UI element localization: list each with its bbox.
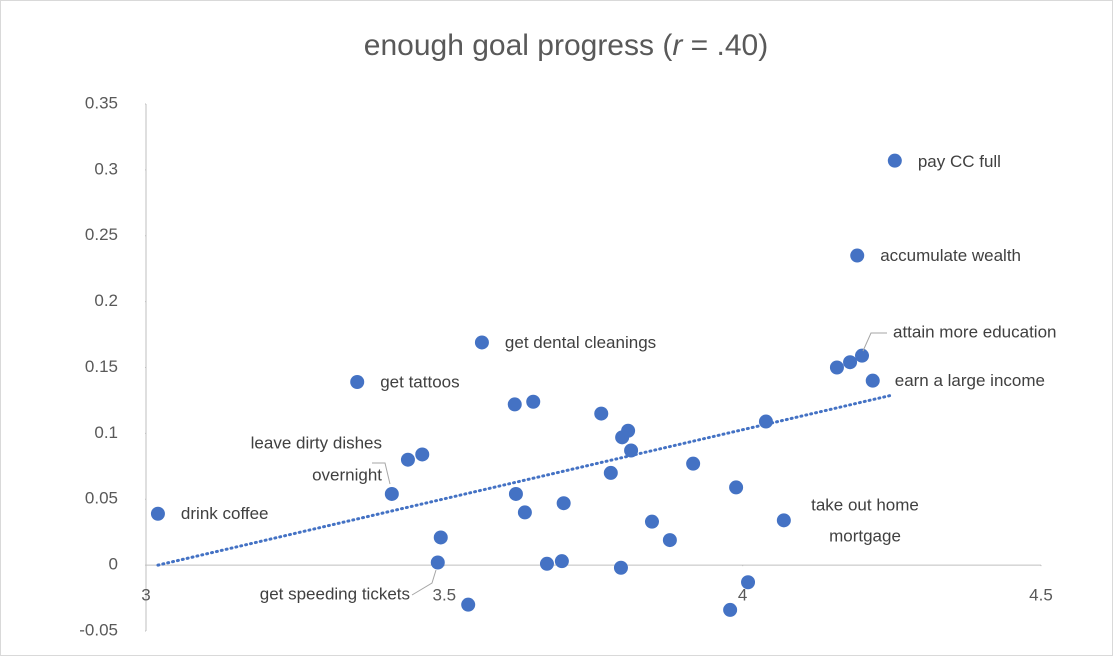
title-part: = .40) xyxy=(682,29,768,62)
y-tick-label: 0.35 xyxy=(85,93,118,112)
title-part: enough goal progress ( xyxy=(364,29,673,62)
leader-line xyxy=(411,569,437,596)
point xyxy=(662,533,677,548)
data-label: attain more education xyxy=(893,322,1057,341)
point xyxy=(474,335,489,350)
data-label: take out home xyxy=(811,495,919,514)
point xyxy=(865,373,880,388)
point xyxy=(776,513,791,528)
point xyxy=(829,360,844,375)
point xyxy=(384,486,399,501)
y-tick-label: 0.05 xyxy=(85,489,118,508)
point xyxy=(850,248,865,263)
point xyxy=(415,447,430,462)
x-tick-label: 3 xyxy=(141,586,150,605)
data-label: get tattoos xyxy=(380,372,459,391)
point xyxy=(729,480,744,495)
point xyxy=(556,496,571,511)
data-label: drink coffee xyxy=(181,504,269,523)
point xyxy=(644,514,659,529)
data-label: get speeding tickets xyxy=(260,584,410,603)
data-label: get dental cleanings xyxy=(505,333,656,352)
point xyxy=(539,556,554,571)
point xyxy=(887,153,902,168)
x-tick-label: 4 xyxy=(738,586,747,605)
point xyxy=(430,555,445,570)
y-tick-label: 0 xyxy=(109,555,118,574)
point xyxy=(855,348,869,363)
leader-line xyxy=(862,332,887,352)
x-tick-label: 4.5 xyxy=(1029,586,1053,605)
point xyxy=(741,575,756,590)
point xyxy=(461,597,476,612)
point xyxy=(594,406,609,421)
y-tick-label: 0.25 xyxy=(85,225,118,244)
data-label: overnight xyxy=(312,465,382,484)
y-tick-label: 0.1 xyxy=(94,423,118,442)
point xyxy=(613,560,628,575)
leader-line xyxy=(372,462,391,485)
y-tick-label: -0.05 xyxy=(79,620,118,639)
title-part: r xyxy=(672,29,683,62)
point xyxy=(517,505,532,520)
y-tick-label: 0.3 xyxy=(94,159,118,178)
data-label: mortgage xyxy=(829,526,901,545)
point xyxy=(433,530,448,545)
point xyxy=(350,374,365,389)
data-label: leave dirty dishes xyxy=(251,433,382,452)
point xyxy=(723,602,738,617)
point xyxy=(507,397,522,412)
point xyxy=(758,414,773,429)
x-tick-label: 3.5 xyxy=(433,586,457,605)
data-label: earn a large income xyxy=(895,371,1045,390)
point xyxy=(508,486,523,501)
point xyxy=(603,465,618,480)
data-label: pay CC full xyxy=(918,152,1001,171)
point xyxy=(526,394,541,409)
data-label: accumulate wealth xyxy=(880,246,1021,265)
point xyxy=(624,443,639,458)
y-tick-label: 0.15 xyxy=(85,357,118,376)
point xyxy=(554,554,569,569)
y-tick-label: 0.2 xyxy=(94,291,118,310)
point xyxy=(621,423,636,438)
point xyxy=(843,355,858,370)
point xyxy=(400,452,415,467)
trendline xyxy=(156,393,894,567)
point xyxy=(150,506,165,521)
chart-title: enough goal progress (r = .40) xyxy=(364,29,768,62)
point xyxy=(686,456,701,471)
